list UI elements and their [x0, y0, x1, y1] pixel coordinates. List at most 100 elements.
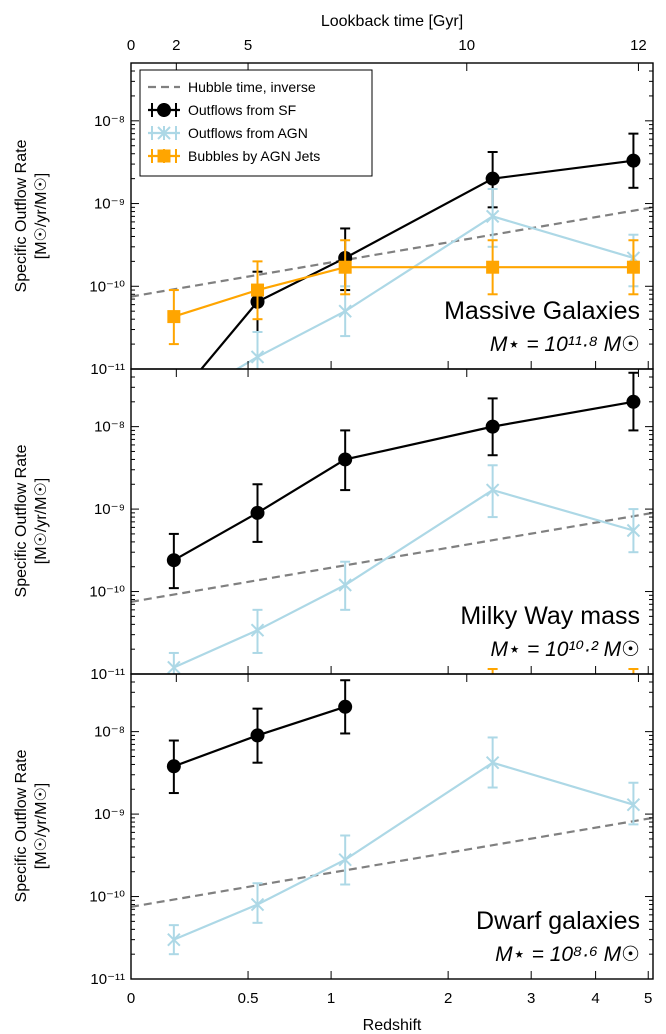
top-axis-title: Lookback time [Gyr] [321, 13, 463, 30]
legend-entry: Hubble time, inverse [148, 79, 316, 95]
y-tick-label: 10⁻⁹ [94, 806, 125, 823]
error-bar [628, 667, 639, 674]
y-tick-label: 10⁻⁸ [94, 724, 125, 741]
legend-label: Bubbles by AGN Jets [188, 148, 320, 164]
data-point [486, 686, 499, 699]
series-circle [166, 371, 641, 590]
bottom-axis-ticks: 0 0.5 1 2 3 4 5 [127, 990, 653, 1007]
y-tick-label: 10⁻¹⁰ [89, 889, 125, 906]
error-bar [252, 882, 263, 924]
plot-area [131, 371, 653, 699]
y-axis-title-line1: Specific Outflow Rate [13, 749, 30, 902]
data-point [485, 209, 500, 224]
data-point [168, 401, 180, 413]
y-tick-label: 10⁻⁹ [94, 501, 125, 518]
legend-entry: Outflows from AGN [148, 125, 308, 141]
y-axis-ticks: 10⁻¹¹ 10⁻¹⁰ 10⁻⁹ 10⁻⁸ [89, 673, 653, 988]
legend-label: Hubble time, inverse [188, 79, 316, 95]
y-tick-label: 10⁻⁸ [94, 113, 125, 130]
top-tick-label: 0 [127, 37, 135, 54]
data-point [167, 932, 181, 947]
panel-title: Massive Galaxies [444, 297, 640, 325]
data-point [485, 419, 500, 434]
y-axis-title-panel-2: Specific Outflow Rate [M☉/yr/M☉] [13, 444, 50, 597]
data-point [485, 483, 500, 497]
y-axis-title-line2: [M☉/yr/M☉] [33, 478, 50, 564]
data-point [338, 699, 353, 714]
data-point [250, 897, 265, 912]
data-point [338, 304, 352, 318]
y-axis-title-line2: [M☉/yr/M☉] [33, 173, 50, 259]
series-circle [166, 679, 353, 795]
x-tick-label: 1 [327, 990, 335, 1007]
y-axis-title-line1: Specific Outflow Rate [13, 444, 30, 597]
data-point [166, 759, 181, 774]
panel-1: 10⁻¹¹ 10⁻¹⁰ 10⁻⁹ 10⁻⁸ Massive Galaxies M⋆ = 1… [89, 62, 654, 437]
y-tick-label: 10⁻⁸ [94, 419, 125, 436]
data-point [250, 505, 265, 520]
panel-title: Milky Way mass [460, 602, 640, 630]
y-axis-title-line2: [M☉/yr/M☉] [33, 783, 50, 869]
data-point [626, 797, 641, 812]
top-tick-label: 10 [458, 37, 475, 54]
legend-entry: Bubbles by AGN Jets [148, 148, 320, 164]
y-tick-label: 10⁻⁹ [94, 196, 125, 213]
legend-marker [157, 126, 171, 140]
panel-2: 10⁻¹¹ 10⁻¹⁰ 10⁻⁹ 10⁻⁸ Milky Way mass M⋆ = 10¹… [89, 368, 654, 699]
data-point [166, 553, 181, 568]
data-point [250, 623, 265, 637]
hubble-time-line [131, 511, 653, 603]
top-tick-label: 2 [172, 37, 180, 54]
x-tick-label: 2 [444, 990, 452, 1007]
data-point [167, 310, 181, 324]
error-bar [487, 667, 498, 674]
data-point [250, 728, 265, 743]
top-tick-label: 5 [244, 37, 252, 54]
x-tick-label: 3 [527, 990, 535, 1007]
y-axis-ticks: 10⁻¹¹ 10⁻¹⁰ 10⁻⁹ 10⁻⁸ [89, 368, 653, 683]
panel-title: Dwarf galaxies [476, 907, 640, 935]
series-square [486, 667, 640, 699]
data-point [486, 260, 500, 274]
stellar-mass-label: M⋆ = 10¹⁰·² M☉ [491, 638, 640, 661]
data-point [626, 394, 641, 409]
y-tick-label: 10⁻¹⁰ [89, 584, 125, 601]
plot-area [131, 679, 653, 956]
data-point [250, 350, 265, 364]
x-tick-label: 0 [127, 990, 135, 1007]
data-point [251, 283, 265, 297]
data-point [626, 153, 641, 168]
data-point [485, 755, 500, 770]
x-tick-label: 4 [591, 990, 599, 1007]
series-x [167, 464, 641, 674]
legend-entry: Outflows from SF [148, 102, 296, 118]
y-axis-title-panel-3: Specific Outflow Rate [M☉/yr/M☉] [13, 749, 50, 902]
error-bar [169, 377, 179, 437]
plot-area [131, 132, 653, 437]
y-tick-label: 10⁻¹¹ [90, 361, 125, 378]
x-tick-label: 5 [644, 990, 652, 1007]
series-square [167, 239, 640, 346]
data-point [338, 852, 352, 867]
panel-3: 10⁻¹¹ 10⁻¹⁰ 10⁻⁹ 10⁻⁸ Dwarf galaxies M⋆ = 10⁸… [89, 673, 654, 988]
legend: Hubble time, inverse Outflows from SF Outf… [139, 69, 373, 177]
data-point [338, 260, 352, 274]
legend-marker [157, 103, 171, 117]
error-bar [169, 373, 179, 431]
y-tick-label: 10⁻¹¹ [90, 971, 125, 988]
data-point [167, 660, 181, 674]
error-bar [168, 651, 179, 674]
hubble-time-line [131, 206, 653, 298]
hubble-time-line [131, 816, 653, 908]
data-point [626, 260, 640, 274]
panels: 10⁻¹¹ 10⁻¹⁰ 10⁻⁹ 10⁻⁸ Massive Galaxies M⋆ = 1… [89, 62, 654, 988]
y-tick-label: 10⁻¹⁰ [89, 278, 125, 295]
y-axis-ticks: 10⁻¹¹ 10⁻¹⁰ 10⁻⁹ 10⁻⁸ [89, 62, 653, 378]
x-tick-label: 0.5 [238, 990, 259, 1007]
data-point [627, 686, 640, 699]
y-axis-title-line1: Specific Outflow Rate [13, 139, 30, 292]
data-point [485, 171, 500, 186]
data-point [338, 578, 352, 592]
series-line [173, 400, 634, 562]
